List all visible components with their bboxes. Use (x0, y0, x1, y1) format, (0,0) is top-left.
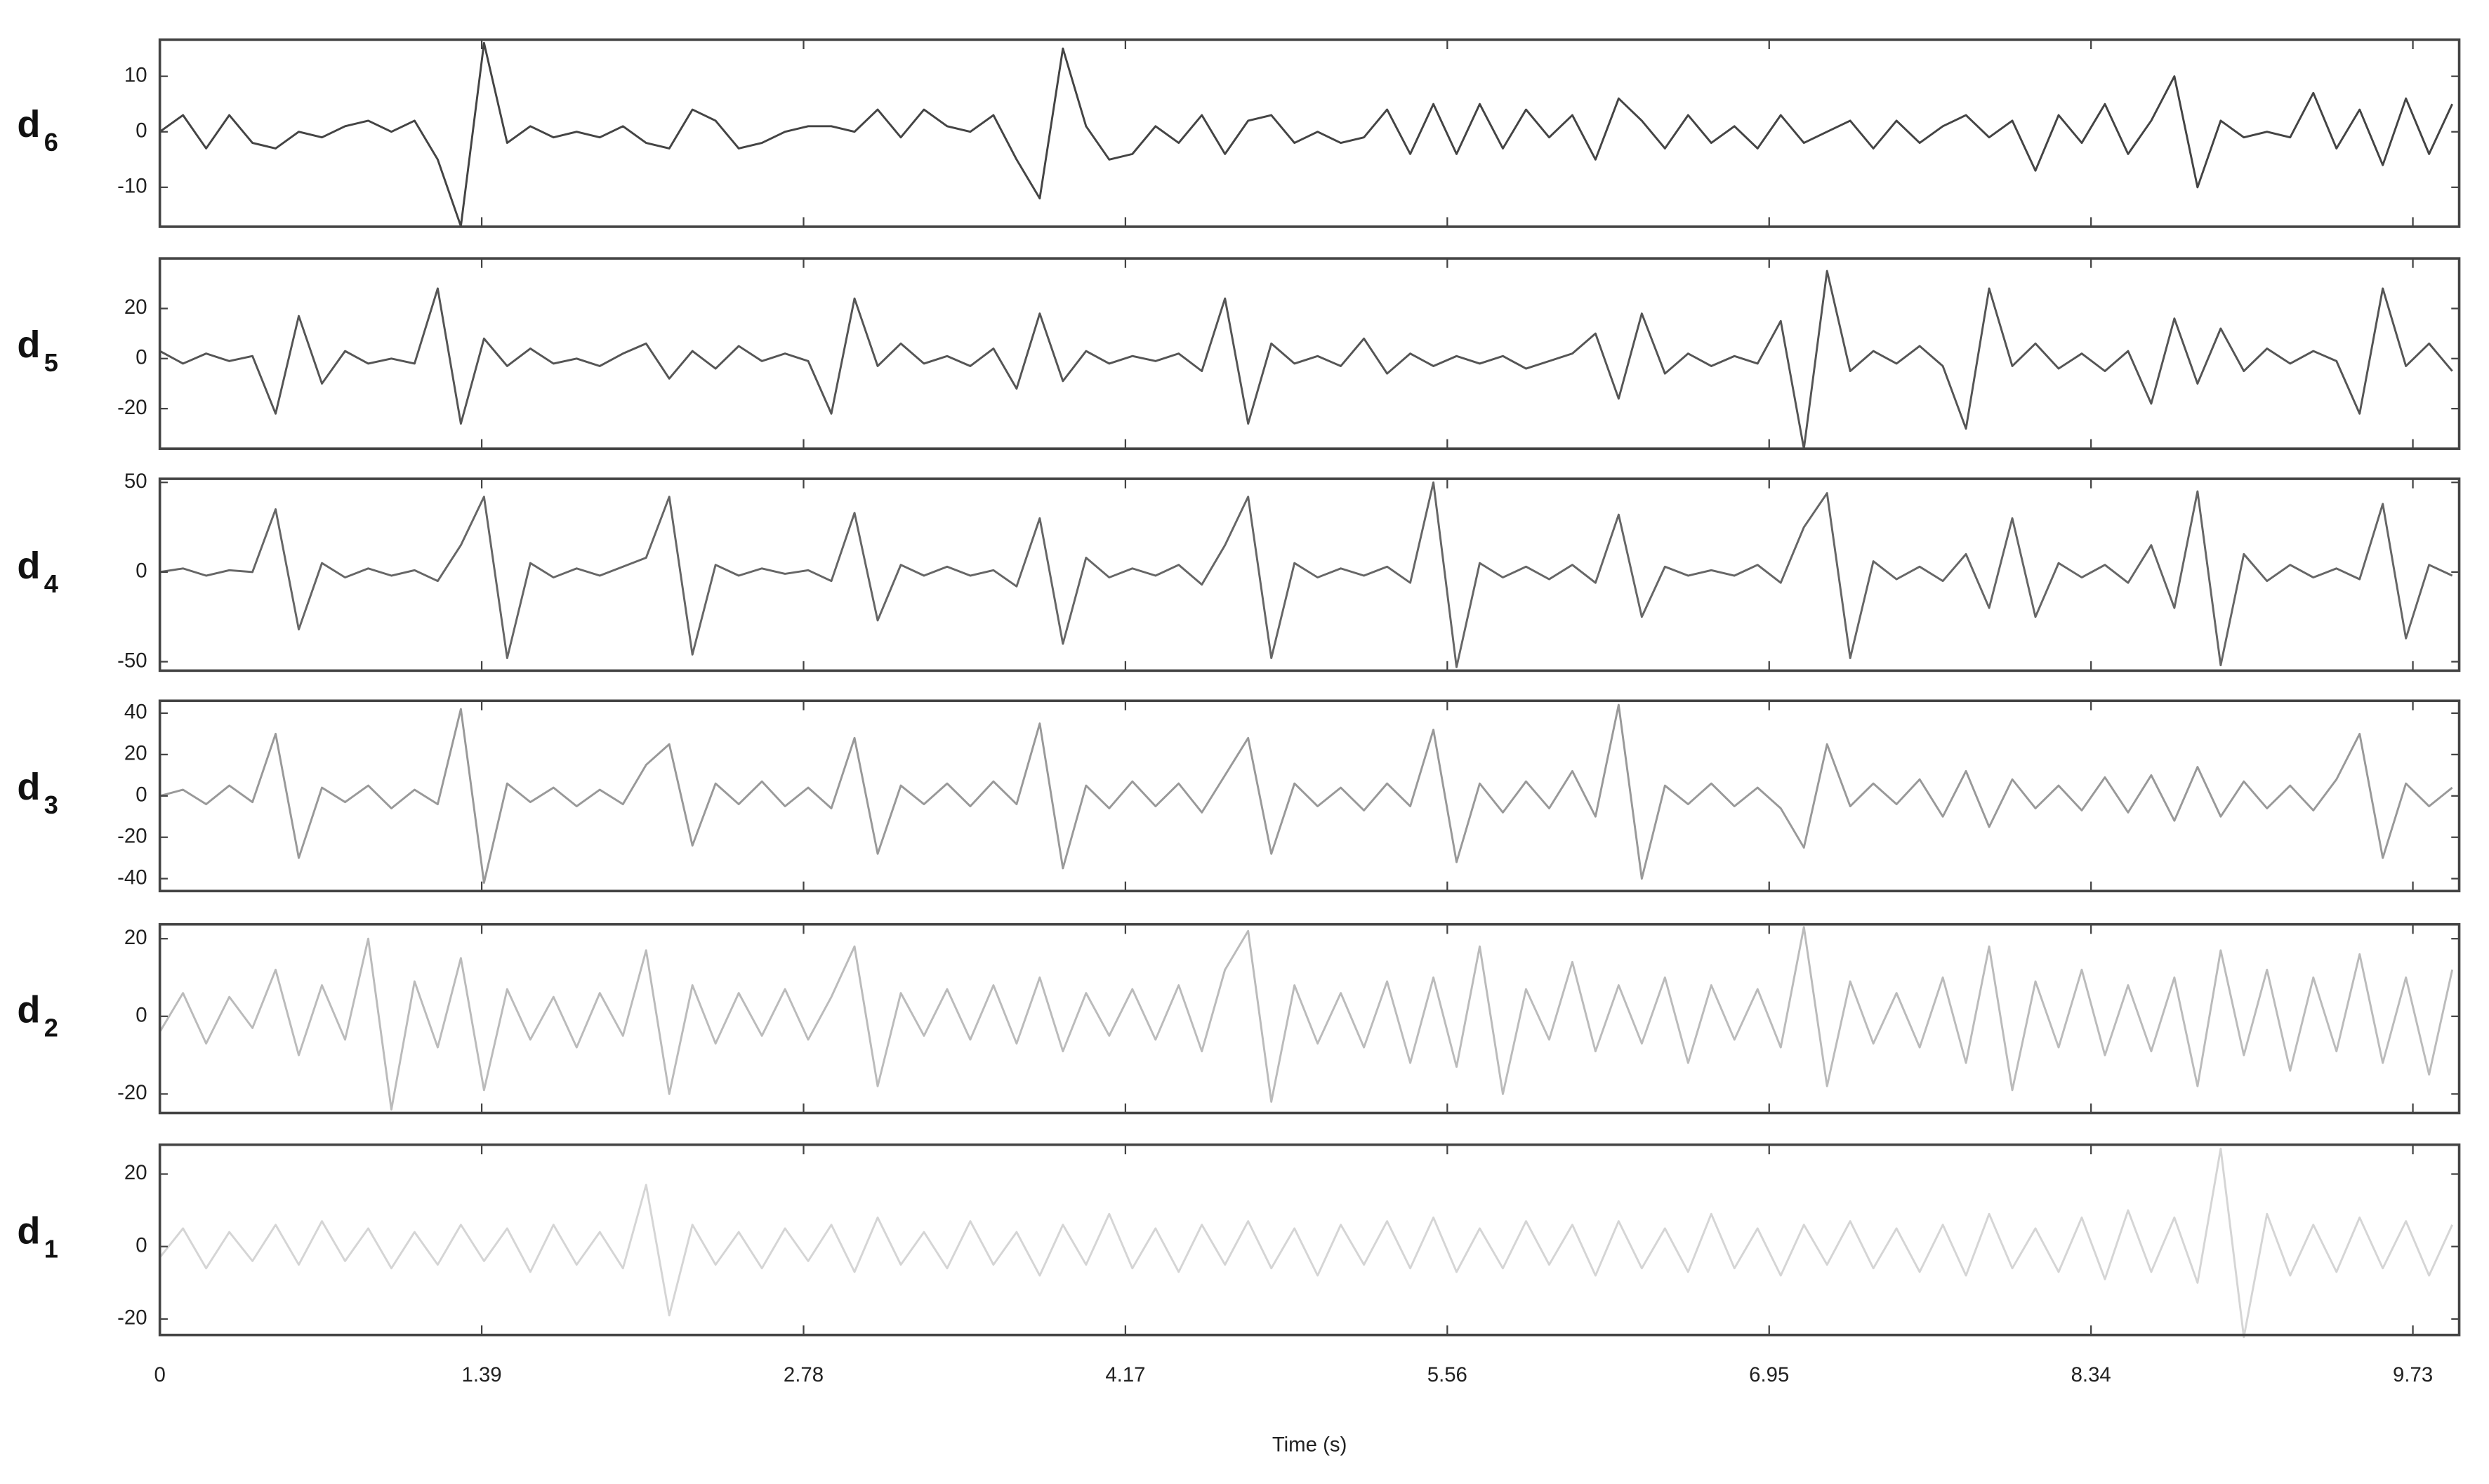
x-tick-label: 1.39 (461, 1363, 501, 1386)
panel-frame (158, 257, 2461, 450)
y-tick-label: 20 (124, 926, 147, 949)
y-tick-label: 20 (124, 1161, 147, 1184)
x-tick-label: 2.78 (784, 1363, 824, 1386)
panel-label: d (17, 1210, 40, 1252)
y-tick-label: 0 (136, 346, 147, 369)
y-tick-label: 0 (136, 1004, 147, 1027)
y-tick-label: 0 (136, 559, 147, 583)
y-tick-label: 10 (124, 63, 147, 86)
y-tick-label: 0 (136, 783, 147, 807)
signal-line (159, 481, 2453, 668)
x-tick-label: 4.17 (1105, 1363, 1145, 1386)
y-tick-label: -20 (117, 1081, 147, 1104)
panel-label-subscript: 2 (44, 1013, 58, 1042)
panel-label: d (17, 988, 40, 1031)
y-tick-label: 20 (124, 742, 147, 765)
y-tick-label: -10 (117, 175, 147, 198)
y-tick-label: -40 (117, 866, 147, 889)
panel-frame (158, 922, 2461, 1115)
x-tick-label: 5.56 (1427, 1363, 1467, 1386)
signal-line (159, 703, 2453, 884)
y-tick-label: 50 (124, 470, 147, 493)
signal-line (159, 1147, 2453, 1339)
panel-label-subscript: 6 (44, 128, 58, 157)
x-tick-label: 0 (154, 1363, 165, 1386)
panel-label: d (17, 766, 40, 808)
panel-label-subscript: 3 (44, 790, 58, 819)
panel-label-subscript: 4 (44, 569, 58, 598)
signal-line (159, 926, 2454, 1111)
x-tick-label: 9.73 (2393, 1363, 2433, 1386)
y-tick-label: 20 (124, 296, 147, 319)
y-tick-label: -20 (117, 396, 147, 419)
y-tick-label: -20 (117, 824, 147, 847)
x-tick-label: 6.95 (1749, 1363, 1789, 1386)
signal-line (159, 41, 2453, 227)
x-axis-title: Time (s) (1272, 1433, 1347, 1457)
y-tick-label: -50 (117, 649, 147, 672)
panel-frame (158, 477, 2461, 673)
panel-frame (158, 1143, 2461, 1337)
x-tick-label: 8.34 (2071, 1363, 2111, 1386)
panel-label: d (17, 324, 40, 366)
panel-label-subscript: 5 (44, 348, 58, 377)
y-tick-label: 40 (124, 701, 147, 724)
y-tick-label: -20 (117, 1306, 147, 1330)
panel-label: d (17, 103, 40, 145)
panel-label-subscript: 1 (44, 1235, 58, 1264)
panel-label: d (17, 545, 40, 587)
signal-line (159, 270, 2453, 450)
panel-frame (158, 38, 2461, 228)
y-tick-label: 0 (136, 1233, 147, 1257)
y-tick-label: 0 (136, 119, 147, 142)
